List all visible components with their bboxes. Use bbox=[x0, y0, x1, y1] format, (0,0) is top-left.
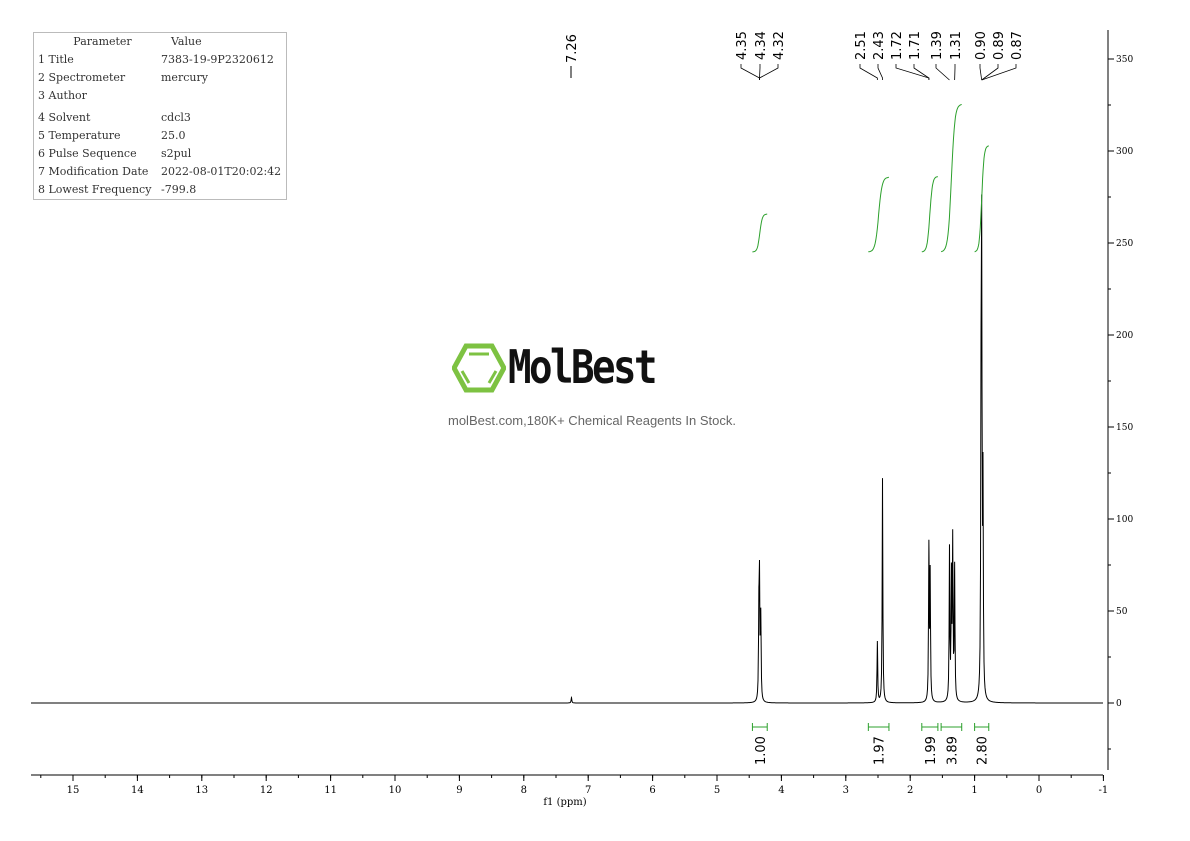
parameter-row: 8 Lowest Frequency -799.8 bbox=[34, 181, 286, 199]
peak-label-connector bbox=[935, 64, 950, 81]
y-tick-label: 250 bbox=[1116, 239, 1133, 249]
peak-label: 4.34 bbox=[754, 31, 769, 60]
integral-bracket bbox=[940, 723, 963, 731]
peak-label-connector bbox=[759, 64, 779, 80]
parameter-row: 5 Temperature 25.0 bbox=[34, 127, 286, 145]
x-tick-label: 8 bbox=[521, 785, 527, 796]
integral-bracket bbox=[974, 723, 990, 731]
peak-label: 1.39 bbox=[930, 31, 945, 60]
y-tick-label: 350 bbox=[1116, 55, 1133, 65]
parameter-name: 8 Lowest Frequency bbox=[38, 183, 152, 196]
parameter-table-header: Parameter Value bbox=[34, 33, 286, 51]
peak-label: 1.31 bbox=[949, 31, 964, 60]
peak-label: 1.71 bbox=[908, 31, 923, 60]
integral-value: 3.89 bbox=[945, 736, 960, 765]
integral-curve bbox=[941, 104, 962, 253]
integral-value: 1.00 bbox=[754, 736, 769, 765]
peak-label: 0.90 bbox=[974, 31, 989, 60]
watermark-brand: MolBest bbox=[508, 340, 657, 394]
spectrum-line bbox=[31, 194, 1103, 704]
header-value: Value bbox=[171, 35, 202, 48]
parameter-value: cdcl3 bbox=[161, 111, 191, 124]
integral-bracket bbox=[751, 723, 768, 731]
integral-curve bbox=[921, 176, 938, 253]
y-tick-label: 150 bbox=[1116, 423, 1133, 433]
peak-label: 4.32 bbox=[772, 31, 787, 60]
y-tick-label: 300 bbox=[1116, 147, 1133, 157]
parameter-name: 5 Temperature bbox=[38, 129, 121, 142]
parameter-name: 7 Modification Date bbox=[38, 165, 149, 178]
integral-bracket bbox=[921, 723, 939, 731]
x-tick-label: -1 bbox=[1099, 785, 1109, 796]
integral-value: 2.80 bbox=[976, 736, 991, 765]
peak-label-connector bbox=[981, 64, 999, 81]
x-axis-label: f1 (ppm) bbox=[543, 797, 586, 808]
integral-curve bbox=[752, 213, 768, 253]
peak-label: 1.72 bbox=[890, 31, 905, 60]
x-tick-label: 15 bbox=[67, 785, 80, 796]
x-tick-label: 14 bbox=[131, 785, 144, 796]
y-tick-label: 0 bbox=[1116, 699, 1122, 709]
peak-label: 4.35 bbox=[735, 31, 750, 60]
parameter-row: 2 Spectrometer mercury bbox=[34, 69, 286, 87]
peak-label: 2.43 bbox=[872, 31, 887, 60]
parameter-row: 1 Title 7383-19-9P2320612 bbox=[34, 51, 286, 69]
integral-value: 1.99 bbox=[924, 736, 939, 765]
integral-value: 1.97 bbox=[873, 736, 888, 765]
molbest-logo-icon bbox=[452, 343, 506, 393]
integral-bracket bbox=[867, 723, 890, 731]
parameter-value: 7383-19-9P2320612 bbox=[161, 53, 274, 66]
y-tick-label: 200 bbox=[1116, 331, 1133, 341]
x-tick-label: 0 bbox=[1036, 785, 1042, 796]
peak-label-connector bbox=[859, 64, 878, 80]
parameter-name: 3 Author bbox=[38, 89, 87, 102]
x-tick-label: 11 bbox=[324, 785, 337, 796]
parameter-value: -799.8 bbox=[161, 183, 197, 196]
peak-label-connector bbox=[981, 64, 1017, 81]
peak-label: 2.51 bbox=[854, 31, 869, 60]
peak-label-connector bbox=[877, 64, 883, 80]
parameter-row: 7 Modification Date 2022-08-01T20:02:42 bbox=[34, 163, 286, 181]
parameter-value: 2022-08-01T20:02:42 bbox=[161, 165, 282, 178]
x-tick-label: 1 bbox=[971, 785, 977, 796]
x-tick-label: 7 bbox=[585, 785, 591, 796]
x-tick-label: 5 bbox=[714, 785, 720, 796]
x-tick-label: 9 bbox=[456, 785, 462, 796]
x-tick-label: 12 bbox=[260, 785, 273, 796]
x-tick-label: 3 bbox=[843, 785, 849, 796]
x-tick-label: 2 bbox=[907, 785, 913, 796]
parameter-value: mercury bbox=[161, 71, 208, 84]
parameter-value: 25.0 bbox=[161, 129, 186, 142]
parameter-row: 3 Author bbox=[34, 87, 286, 105]
y-tick-label: 100 bbox=[1116, 515, 1133, 525]
parameter-name: 4 Solvent bbox=[38, 111, 91, 124]
parameter-row: 6 Pulse Sequence s2pul bbox=[34, 145, 286, 163]
peak-label-connector bbox=[913, 64, 930, 80]
x-tick-label: 4 bbox=[778, 785, 784, 796]
parameter-table: Parameter Value 1 Title 7383-19-9P2320612… bbox=[33, 32, 287, 200]
header-parameter: Parameter bbox=[73, 35, 132, 48]
parameter-value: s2pul bbox=[161, 147, 192, 160]
parameter-row: 4 Solvent cdcl3 bbox=[34, 109, 286, 127]
peak-label-connector bbox=[740, 64, 760, 80]
x-tick-label: 13 bbox=[195, 785, 208, 796]
integral-curve bbox=[974, 145, 989, 253]
peak-label: 7.26 bbox=[565, 34, 580, 63]
peak-label-connector bbox=[895, 64, 930, 80]
watermark-tagline: molBest.com,180K+ Chemical Reagents In S… bbox=[448, 413, 736, 428]
peak-label: 0.89 bbox=[992, 31, 1007, 60]
parameter-rows: 1 Title 7383-19-9P2320612 2 Spectrometer me… bbox=[34, 51, 286, 199]
x-tick-label: 6 bbox=[649, 785, 655, 796]
peak-label-connector bbox=[979, 64, 983, 81]
parameter-name: 6 Pulse Sequence bbox=[38, 147, 137, 160]
integral-curve bbox=[868, 176, 889, 253]
peak-label: 0.87 bbox=[1010, 31, 1025, 60]
parameter-name: 1 Title bbox=[38, 53, 74, 66]
parameter-name: 2 Spectrometer bbox=[38, 71, 126, 84]
x-tick-label: 10 bbox=[389, 785, 402, 796]
y-tick-label: 50 bbox=[1116, 607, 1128, 617]
